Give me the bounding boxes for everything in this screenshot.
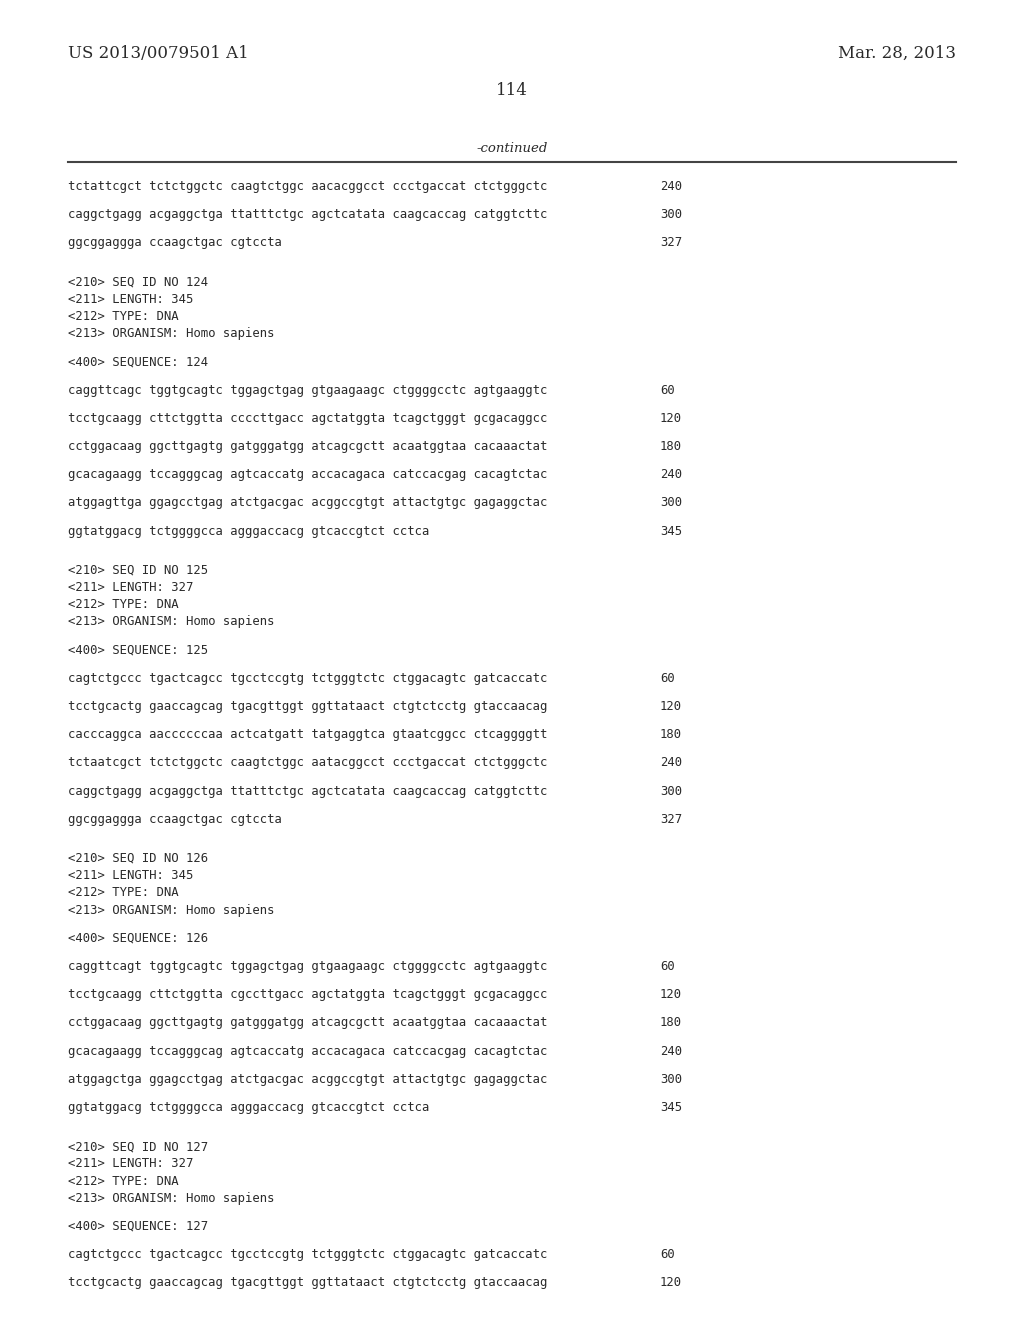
Text: 180: 180 [660,1016,682,1030]
Text: 120: 120 [660,989,682,1001]
Text: 240: 240 [660,469,682,482]
Text: tcctgcactg gaaccagcag tgacgttggt ggttataact ctgtctcctg gtaccaacag: tcctgcactg gaaccagcag tgacgttggt ggttata… [68,700,548,713]
Text: 327: 327 [660,813,682,826]
Text: 120: 120 [660,1276,682,1290]
Text: 180: 180 [660,440,682,453]
Text: tcctgcaagg cttctggtta ccccttgacc agctatggta tcagctgggt gcgacaggcc: tcctgcaagg cttctggtta ccccttgacc agctatg… [68,412,548,425]
Text: <212> TYPE: DNA: <212> TYPE: DNA [68,887,178,899]
Text: <211> LENGTH: 345: <211> LENGTH: 345 [68,293,194,306]
Text: <210> SEQ ID NO 124: <210> SEQ ID NO 124 [68,276,208,289]
Text: 327: 327 [660,236,682,249]
Text: 120: 120 [660,412,682,425]
Text: 114: 114 [496,82,528,99]
Text: caggctgagg acgaggctga ttatttctgc agctcatata caagcaccag catggtcttc: caggctgagg acgaggctga ttatttctgc agctcat… [68,209,548,222]
Text: tcctgcactg gaaccagcag tgacgttggt ggttataact ctgtctcctg gtaccaacag: tcctgcactg gaaccagcag tgacgttggt ggttata… [68,1276,548,1290]
Text: Mar. 28, 2013: Mar. 28, 2013 [838,45,956,62]
Text: 300: 300 [660,1073,682,1086]
Text: 120: 120 [660,700,682,713]
Text: 300: 300 [660,784,682,797]
Text: US 2013/0079501 A1: US 2013/0079501 A1 [68,45,249,62]
Text: 300: 300 [660,209,682,222]
Text: 60: 60 [660,672,675,685]
Text: <212> TYPE: DNA: <212> TYPE: DNA [68,310,178,323]
Text: ggtatggacg tctggggcca agggaccacg gtcaccgtct cctca: ggtatggacg tctggggcca agggaccacg gtcaccg… [68,1101,429,1114]
Text: gcacagaagg tccagggcag agtcaccatg accacagaca catccacgag cacagtctac: gcacagaagg tccagggcag agtcaccatg accacag… [68,1044,548,1057]
Text: <400> SEQUENCE: 126: <400> SEQUENCE: 126 [68,932,208,945]
Text: 60: 60 [660,960,675,973]
Text: tcctgcaagg cttctggtta cgccttgacc agctatggta tcagctgggt gcgacaggcc: tcctgcaagg cttctggtta cgccttgacc agctatg… [68,989,548,1001]
Text: ggcggaggga ccaagctgac cgtccta: ggcggaggga ccaagctgac cgtccta [68,236,282,249]
Text: 300: 300 [660,496,682,510]
Text: 240: 240 [660,756,682,770]
Text: ggtatggacg tctggggcca agggaccacg gtcaccgtct cctca: ggtatggacg tctggggcca agggaccacg gtcaccg… [68,524,429,537]
Text: <212> TYPE: DNA: <212> TYPE: DNA [68,1175,178,1188]
Text: <213> ORGANISM: Homo sapiens: <213> ORGANISM: Homo sapiens [68,615,274,628]
Text: 60: 60 [660,384,675,396]
Text: <400> SEQUENCE: 124: <400> SEQUENCE: 124 [68,355,208,368]
Text: <400> SEQUENCE: 127: <400> SEQUENCE: 127 [68,1220,208,1233]
Text: gcacagaagg tccagggcag agtcaccatg accacagaca catccacgag cacagtctac: gcacagaagg tccagggcag agtcaccatg accacag… [68,469,548,482]
Text: <210> SEQ ID NO 127: <210> SEQ ID NO 127 [68,1140,208,1154]
Text: -continued: -continued [476,143,548,154]
Text: 240: 240 [660,1044,682,1057]
Text: <400> SEQUENCE: 125: <400> SEQUENCE: 125 [68,644,208,656]
Text: <213> ORGANISM: Homo sapiens: <213> ORGANISM: Homo sapiens [68,327,274,341]
Text: cctggacaag ggcttgagtg gatgggatgg atcagcgctt acaatggtaa cacaaactat: cctggacaag ggcttgagtg gatgggatgg atcagcg… [68,1016,548,1030]
Text: atggagctga ggagcctgag atctgacgac acggccgtgt attactgtgc gagaggctac: atggagctga ggagcctgag atctgacgac acggccg… [68,1073,548,1086]
Text: <211> LENGTH: 345: <211> LENGTH: 345 [68,869,194,882]
Text: 60: 60 [660,1249,675,1261]
Text: 180: 180 [660,729,682,742]
Text: <210> SEQ ID NO 125: <210> SEQ ID NO 125 [68,564,208,577]
Text: <210> SEQ ID NO 126: <210> SEQ ID NO 126 [68,851,208,865]
Text: 345: 345 [660,524,682,537]
Text: 240: 240 [660,180,682,193]
Text: tctaatcgct tctctggctc caagtctggc aatacggcct ccctgaccat ctctgggctc: tctaatcgct tctctggctc caagtctggc aatacgg… [68,756,548,770]
Text: caggttcagt tggtgcagtc tggagctgag gtgaagaagc ctggggcctc agtgaaggtc: caggttcagt tggtgcagtc tggagctgag gtgaaga… [68,960,548,973]
Text: caggttcagc tggtgcagtc tggagctgag gtgaagaagc ctggggcctc agtgaaggtc: caggttcagc tggtgcagtc tggagctgag gtgaaga… [68,384,548,396]
Text: atggagttga ggagcctgag atctgacgac acggccgtgt attactgtgc gagaggctac: atggagttga ggagcctgag atctgacgac acggccg… [68,496,548,510]
Text: ggcggaggga ccaagctgac cgtccta: ggcggaggga ccaagctgac cgtccta [68,813,282,826]
Text: caggctgagg acgaggctga ttatttctgc agctcatata caagcaccag catggtcttc: caggctgagg acgaggctga ttatttctgc agctcat… [68,784,548,797]
Text: cctggacaag ggcttgagtg gatgggatgg atcagcgctt acaatggtaa cacaaactat: cctggacaag ggcttgagtg gatgggatgg atcagcg… [68,440,548,453]
Text: 345: 345 [660,1101,682,1114]
Text: <211> LENGTH: 327: <211> LENGTH: 327 [68,1158,194,1171]
Text: <213> ORGANISM: Homo sapiens: <213> ORGANISM: Homo sapiens [68,904,274,916]
Text: cacccaggca aaccccccaa actcatgatt tatgaggtca gtaatcggcc ctcaggggtt: cacccaggca aaccccccaa actcatgatt tatgagg… [68,729,548,742]
Text: tctattcgct tctctggctc caagtctggc aacacggcct ccctgaccat ctctgggctc: tctattcgct tctctggctc caagtctggc aacacgg… [68,180,548,193]
Text: <211> LENGTH: 327: <211> LENGTH: 327 [68,581,194,594]
Text: cagtctgccc tgactcagcc tgcctccgtg tctgggtctc ctggacagtc gatcaccatc: cagtctgccc tgactcagcc tgcctccgtg tctgggt… [68,672,548,685]
Text: <212> TYPE: DNA: <212> TYPE: DNA [68,598,178,611]
Text: cagtctgccc tgactcagcc tgcctccgtg tctgggtctc ctggacagtc gatcaccatc: cagtctgccc tgactcagcc tgcctccgtg tctgggt… [68,1249,548,1261]
Text: <213> ORGANISM: Homo sapiens: <213> ORGANISM: Homo sapiens [68,1192,274,1205]
